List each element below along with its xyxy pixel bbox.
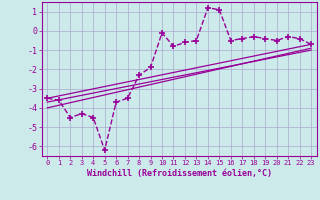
X-axis label: Windchill (Refroidissement éolien,°C): Windchill (Refroidissement éolien,°C) xyxy=(87,169,272,178)
